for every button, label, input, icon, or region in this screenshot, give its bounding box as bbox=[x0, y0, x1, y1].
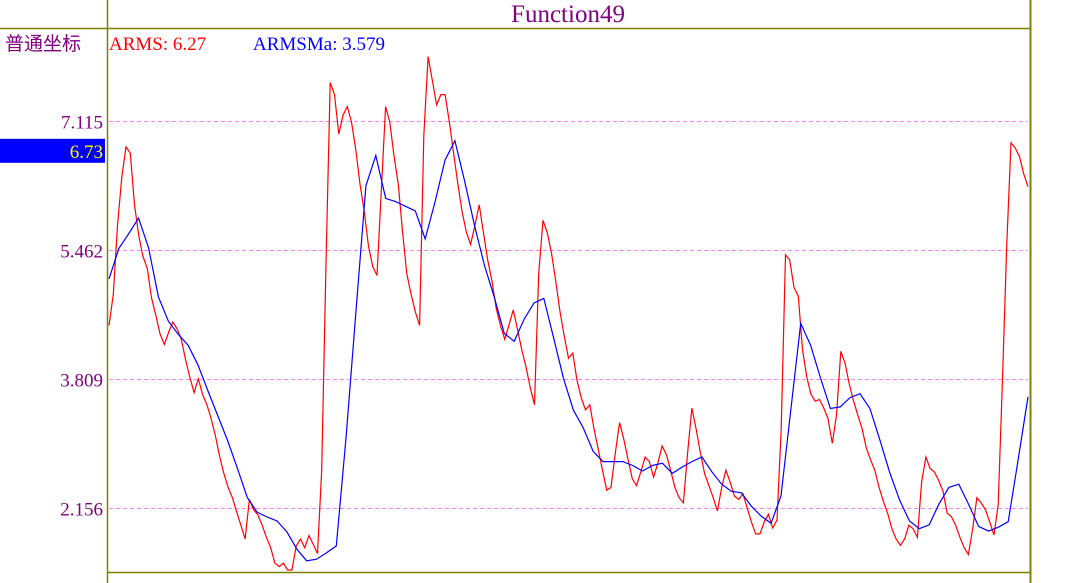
y-tick-label: 5.462 bbox=[60, 242, 103, 263]
y-tick-label: 7.115 bbox=[61, 113, 103, 134]
current-value-marker-bg bbox=[0, 138, 105, 163]
y-tick-label: 2.156 bbox=[60, 500, 103, 521]
coordinate-mode-label[interactable]: 普通坐标 bbox=[5, 33, 81, 55]
legend-arms-value: 6.27 bbox=[173, 34, 206, 55]
legend-armsma: ARMSMa: 3.579 bbox=[253, 34, 385, 55]
legend-arms-name: ARMS bbox=[109, 34, 163, 55]
legend-armsma-name: ARMSMa bbox=[253, 34, 333, 55]
legend-armsma-sep: : bbox=[332, 34, 342, 55]
chart-title: Function49 bbox=[511, 1, 625, 28]
series-line-arms bbox=[108, 56, 1029, 571]
legend-armsma-value: 3.579 bbox=[342, 34, 385, 55]
legend-arms: ARMS: 6.27 bbox=[109, 34, 206, 55]
y-axis-ticks: 7.115 5.462 3.809 2.156 bbox=[60, 113, 103, 521]
current-value-marker: 6.73 bbox=[0, 138, 105, 163]
gridlines bbox=[109, 121, 1028, 509]
series-line-armsma bbox=[108, 138, 1029, 562]
frame bbox=[0, 0, 1032, 583]
y-tick-label: 3.809 bbox=[60, 371, 103, 392]
current-value-marker-label: 6.73 bbox=[70, 142, 103, 163]
legend-arms-sep: : bbox=[163, 34, 173, 55]
series-lines bbox=[108, 56, 1029, 571]
